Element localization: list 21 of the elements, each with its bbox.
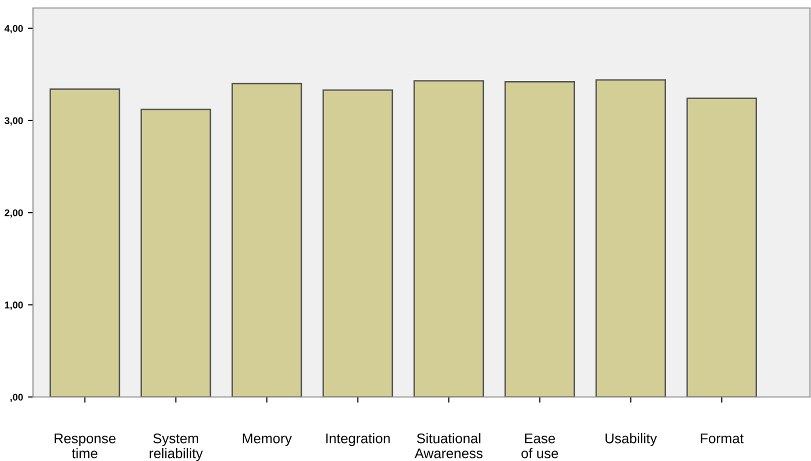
bar	[504, 81, 576, 397]
bar	[686, 98, 758, 397]
bar	[322, 89, 394, 397]
bar	[50, 88, 120, 397]
x-tick-label: Integration	[326, 433, 390, 446]
y-tick-label: 3,00	[4, 117, 23, 126]
y-tick-label: 1,00	[4, 302, 23, 310]
bar	[595, 79, 666, 397]
y-tick-label: 2,00	[4, 209, 23, 218]
bar	[414, 80, 484, 397]
bar	[140, 108, 212, 397]
y-tick-label: ,00	[10, 394, 23, 402]
x-tick-label: Usability	[606, 433, 657, 446]
x-tick-label: Ease of use	[521, 434, 558, 458]
y-tick-label: 4,00	[4, 25, 23, 34]
x-tick-label: Response time	[54, 434, 116, 458]
x-tick-label: Situational Awareness	[414, 433, 483, 458]
x-tick-label: System reliability	[150, 433, 203, 461]
x-tick-label: Format	[700, 434, 744, 444]
bar	[232, 82, 302, 397]
x-tick-label: Memory	[242, 434, 292, 446]
